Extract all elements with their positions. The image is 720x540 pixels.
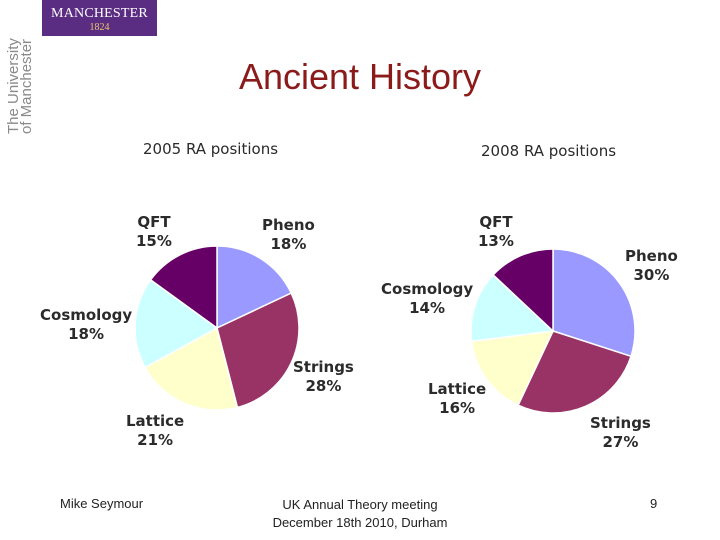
pie-chart-2005 — [134, 245, 300, 411]
label-2008-qft-pct: 13% — [478, 232, 514, 250]
footer-author: Mike Seymour — [60, 496, 144, 511]
label-2008-strings-name: Strings — [590, 414, 651, 432]
label-2008-qft: QFT 13% — [478, 213, 514, 251]
label-2008-strings: Strings 27% — [590, 414, 651, 452]
pie-slice-2008-lattice — [470, 330, 555, 407]
pie-slice-2005-qft — [149, 245, 218, 330]
chart-title-2005: 2005 RA positions — [143, 140, 279, 158]
footer-event-line1: UK Annual Theory meeting — [282, 497, 438, 512]
chart-title-2008: 2008 RA positions — [481, 142, 617, 160]
label-2005-lattice-pct: 21% — [137, 431, 174, 449]
pie-slice-2008-cosmology — [470, 273, 555, 343]
label-2005-cosmology: Cosmology 18% — [40, 306, 132, 344]
label-2005-cosmology-name: Cosmology — [40, 306, 133, 324]
label-2008-pheno-name: Pheno — [625, 247, 678, 265]
pie-slice-2008-qft — [492, 248, 554, 333]
label-2008-strings-pct: 27% — [602, 433, 639, 451]
label-2005-pheno-name: Pheno — [262, 216, 315, 234]
logo-year: 1824 — [89, 22, 110, 33]
label-2008-lattice-name: Lattice — [428, 380, 487, 398]
pie-slice-2008-strings — [517, 330, 632, 414]
label-2008-lattice-pct: 16% — [439, 399, 476, 417]
label-2008-cosmology: Cosmology 14% — [381, 280, 473, 318]
label-2005-qft-pct: 15% — [136, 232, 172, 250]
label-2008-qft-name: QFT — [479, 213, 513, 231]
label-2005-lattice: Lattice 21% — [126, 412, 184, 450]
university-logo: MANCHESTER 1824 — [42, 0, 157, 36]
label-2008-pheno-pct: 30% — [633, 266, 670, 284]
label-2005-strings: Strings 28% — [293, 358, 354, 396]
logo-wordmark: MANCHESTER — [51, 6, 148, 21]
label-2005-pheno-pct: 18% — [270, 235, 307, 253]
label-2005-strings-pct: 28% — [305, 377, 342, 395]
pie-slice-2005-cosmology — [134, 278, 219, 369]
label-2005-cosmology-pct: 18% — [68, 325, 105, 343]
footer-page-number: 9 — [650, 496, 658, 511]
label-2005-lattice-name: Lattice — [126, 412, 185, 430]
label-2005-pheno: Pheno 18% — [262, 216, 315, 254]
label-2008-cosmology-pct: 14% — [409, 299, 446, 317]
pie-slice-2005-strings — [216, 292, 300, 409]
label-2008-pheno: Pheno 30% — [625, 247, 678, 285]
label-2005-strings-name: Strings — [293, 358, 354, 376]
footer-event: UK Annual Theory meeting December 18th 2… — [240, 496, 480, 532]
pie-slice-2005-pheno — [216, 245, 293, 330]
label-2008-cosmology-name: Cosmology — [381, 280, 474, 298]
pie-slice-2008-pheno — [552, 248, 636, 358]
pie-slice-2005-lattice — [144, 326, 239, 411]
label-2005-qft-name: QFT — [137, 213, 171, 231]
pie-chart-2008 — [470, 248, 636, 414]
slide-title: Ancient History — [238, 56, 482, 97]
footer-event-line2: December 18th 2010, Durham — [272, 515, 448, 530]
label-2005-qft: QFT 15% — [136, 213, 172, 251]
label-2008-lattice: Lattice 16% — [428, 380, 486, 418]
